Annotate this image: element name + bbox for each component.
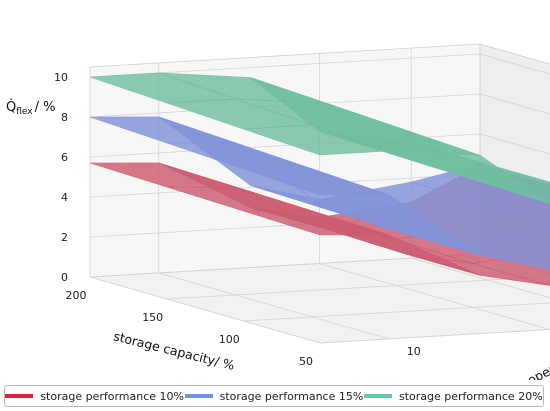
z-grid-back — [479, 53, 550, 75]
legend: storage performance 10% storage performa… — [4, 385, 544, 407]
z-grid-back — [479, 93, 550, 115]
surface-cell — [243, 210, 389, 236]
x-grid-floor — [319, 329, 550, 344]
legend-swatch-1 — [5, 394, 34, 398]
x-grid-floor — [89, 253, 481, 278]
surface-cell — [243, 124, 389, 156]
z-axis-label-sub: flex — [16, 107, 33, 117]
x-axis-label: storage capacity/ % — [112, 328, 236, 373]
y-axis-label: duration operating load/ h — [475, 326, 550, 380]
tick-labels: 024681020015010050101721 — [54, 71, 421, 368]
z-axis-label-main: Q̇ — [6, 100, 16, 115]
z-axis-label: Q̇flex / % — [6, 100, 55, 117]
z-tick-label: 8 — [61, 111, 68, 124]
legend-item-3: storage performance 20% — [363, 389, 543, 403]
legend-label-3: storage performance 20% — [398, 389, 543, 403]
surfaces — [89, 72, 550, 286]
x-tick-label: 100 — [219, 333, 240, 346]
x-tick-label: 150 — [142, 311, 163, 324]
y-grid-floor — [411, 257, 550, 299]
legend-label-2: storage performance 15% — [219, 389, 364, 403]
surface-2 — [89, 116, 550, 270]
y-tick-label: 10 — [407, 345, 421, 358]
surface-3 — [89, 72, 550, 204]
z-tick-label: 6 — [61, 151, 68, 164]
legend-label-1: storage performance 10% — [40, 389, 184, 403]
legend-item-1: storage performance 10% — [5, 390, 184, 403]
y-grid-floor — [319, 263, 550, 330]
x-tick-label: 50 — [299, 355, 313, 368]
z-tick-label: 4 — [61, 191, 68, 204]
z-tick-label: 2 — [61, 231, 68, 244]
z-tick-label: 0 — [61, 271, 68, 284]
legend-swatch-3 — [363, 394, 392, 398]
x-grid-floor — [243, 302, 550, 322]
x-grid-floor — [166, 275, 550, 300]
surface-cell — [243, 168, 389, 196]
z-tick-label: 10 — [54, 71, 68, 84]
z-grid-back — [479, 133, 550, 155]
legend-swatch-2 — [184, 394, 213, 398]
chart-plot: 024681020015010050101721 storage capacit… — [6, 43, 550, 380]
x-tick-label: 200 — [66, 289, 87, 302]
legend-item-2: storage performance 15% — [184, 389, 364, 403]
z-axis-label-unit: / % — [35, 100, 56, 115]
y-grid-floor — [158, 272, 389, 340]
